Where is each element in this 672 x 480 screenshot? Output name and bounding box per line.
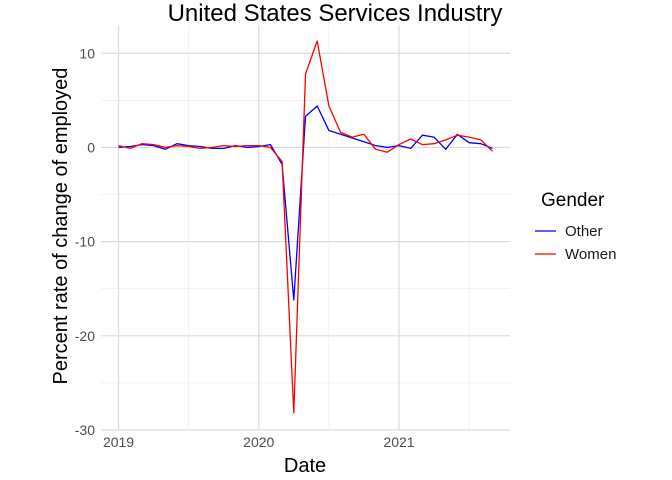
x-tick-label: 2021: [383, 434, 414, 450]
series-lines: [118, 40, 493, 414]
legend-label-women: Women: [565, 246, 616, 263]
y-tick-label: -10: [75, 234, 95, 250]
x-tick-labels: 2019 2020 2021: [103, 434, 415, 450]
y-tick-label: -20: [75, 328, 95, 344]
x-tick-label: 2020: [243, 434, 274, 450]
series-line-other: [118, 105, 493, 301]
series-line-women: [118, 40, 493, 414]
x-axis-title: Date: [284, 455, 326, 477]
y-tick-label: 10: [79, 45, 95, 61]
legend-items: Other Women: [535, 223, 616, 263]
y-axis-title: Percent rate of change of employed: [50, 68, 72, 385]
legend: Gender Other Women: [535, 190, 616, 263]
y-tick-label: -30: [75, 422, 95, 438]
y-tick-label: 0: [87, 139, 95, 155]
legend-title: Gender: [541, 190, 605, 211]
chart-title: United States Services Industry: [168, 0, 503, 27]
x-tick-label: 2019: [103, 434, 134, 450]
legend-label-other: Other: [565, 223, 603, 240]
y-tick-labels: 10 0 -10 -20 -30: [75, 45, 95, 438]
